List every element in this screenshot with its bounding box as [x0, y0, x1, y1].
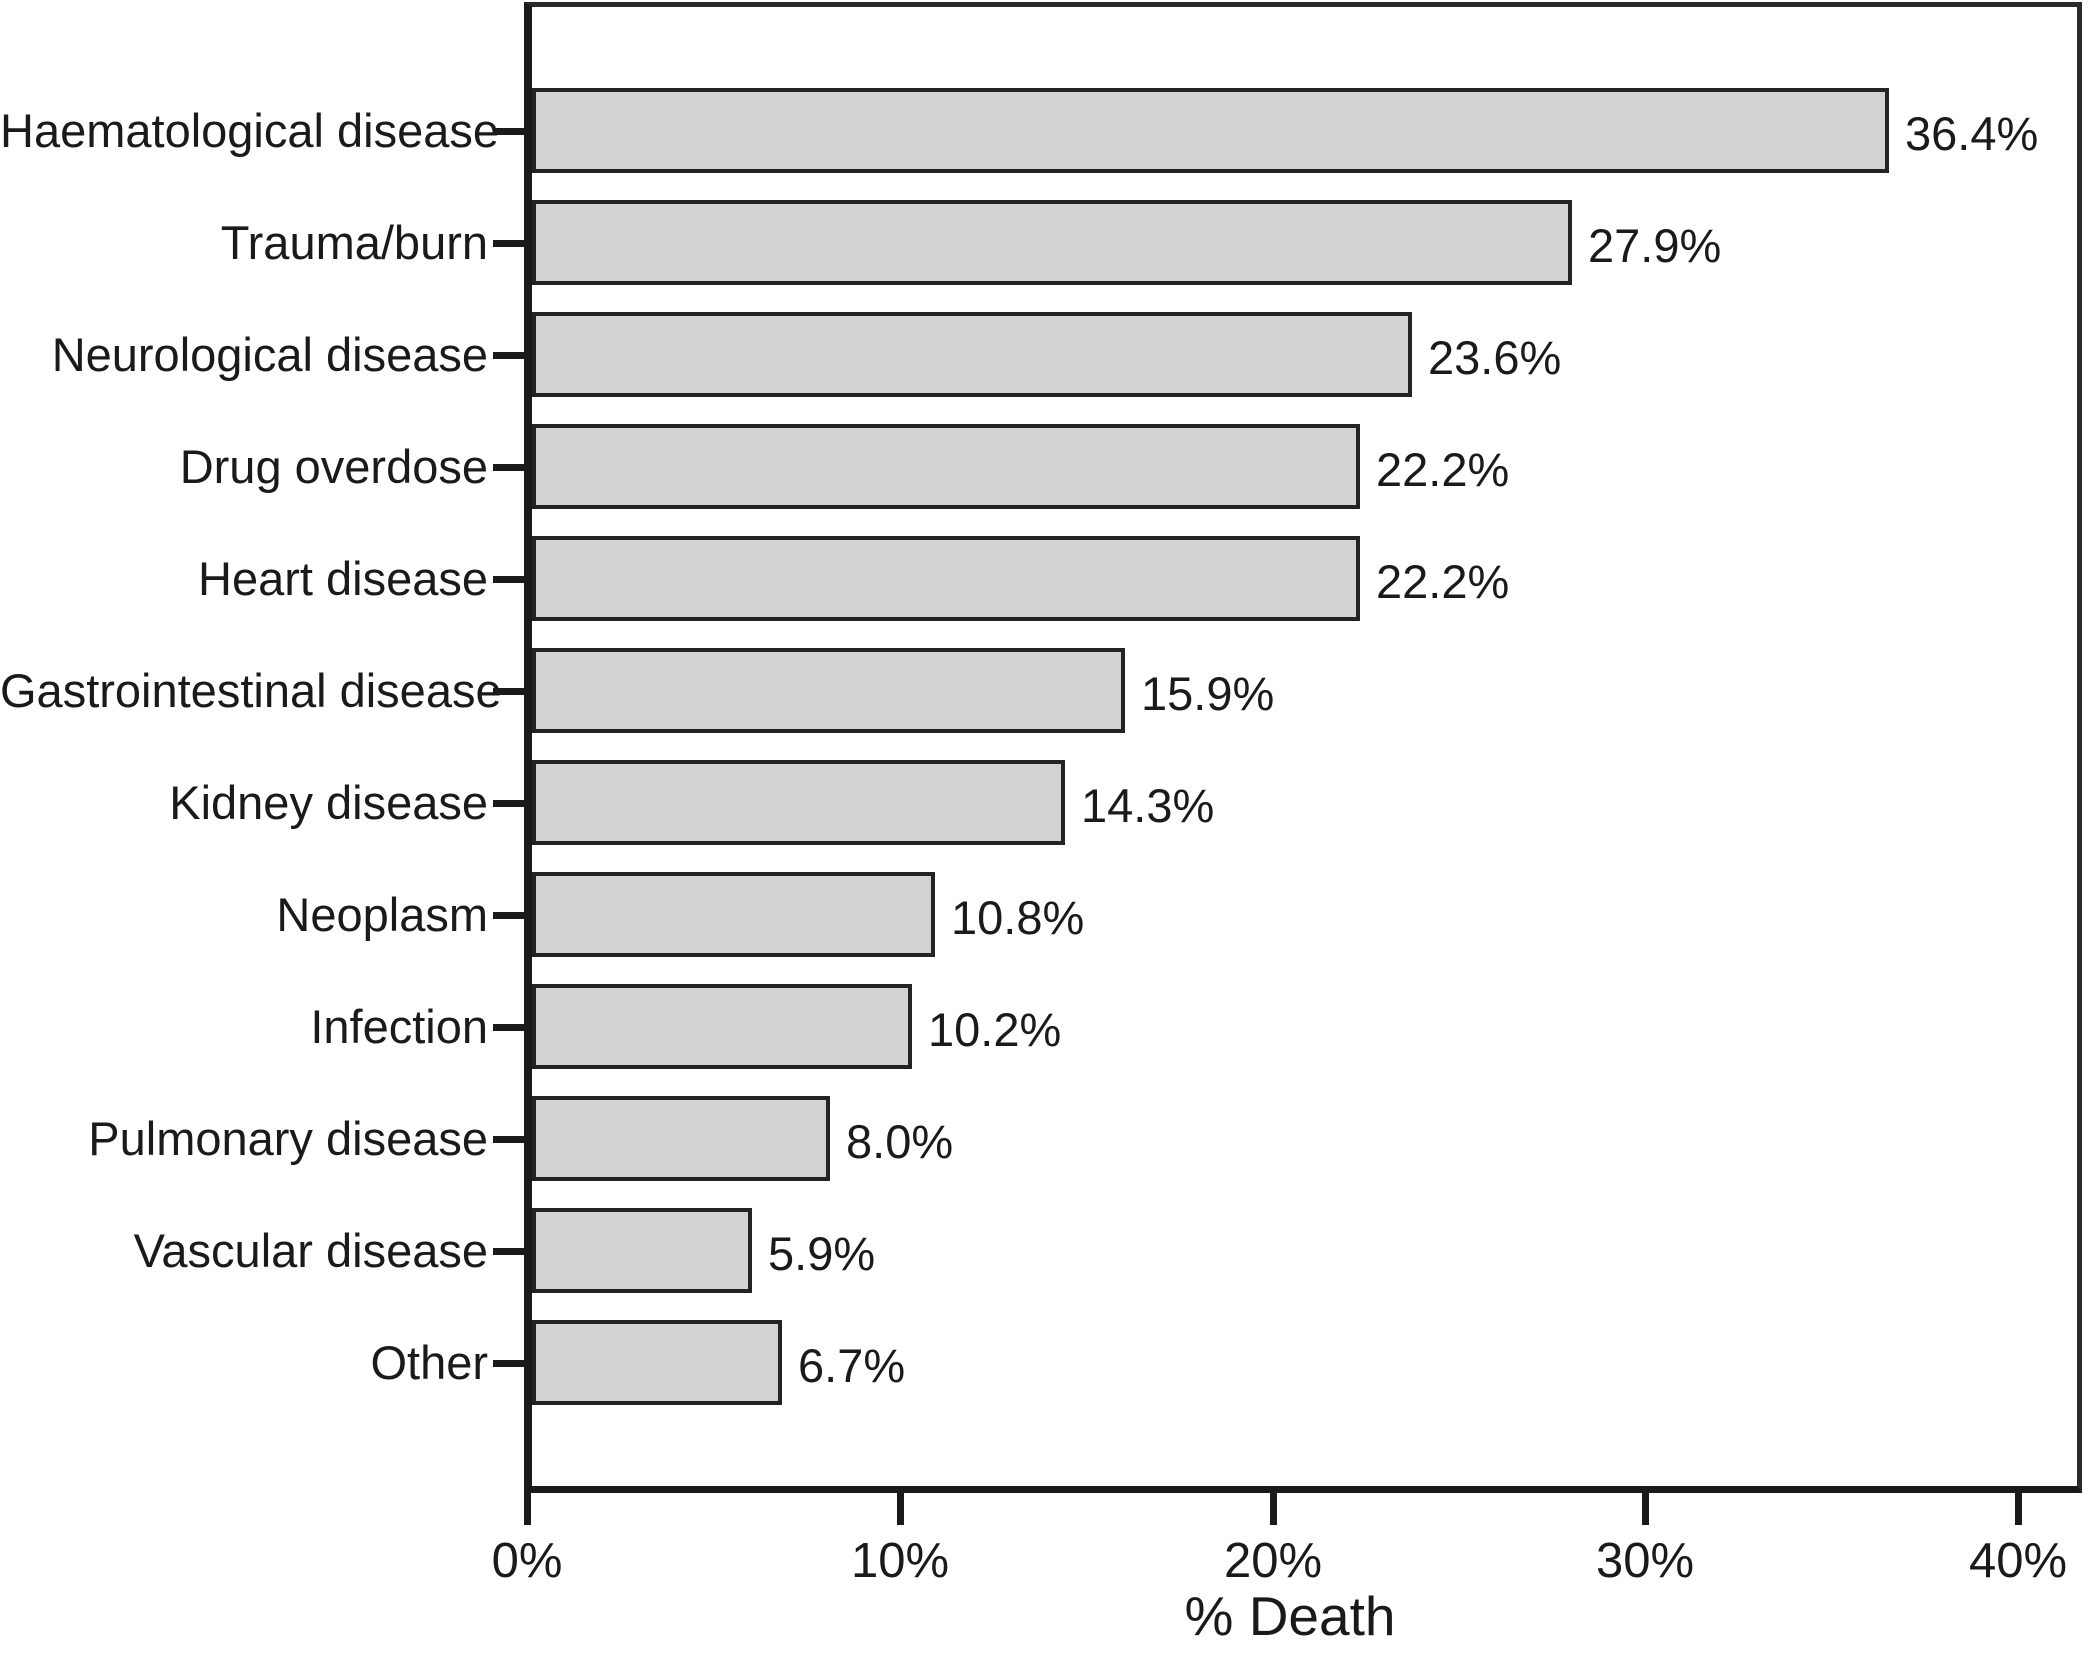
category-label: Drug overdose	[179, 440, 488, 493]
category-label: Vascular disease	[133, 1224, 488, 1277]
plot-area	[524, 2, 2082, 1493]
bar	[532, 1320, 782, 1405]
x-axis-tick	[2015, 1492, 2022, 1525]
category-label: Kidney disease	[169, 776, 488, 829]
bar	[532, 760, 1065, 845]
x-axis-tick-label: 10%	[850, 1534, 950, 1588]
x-axis-title: % Death	[1184, 1585, 1396, 1647]
value-label: 27.9%	[1588, 219, 1722, 272]
x-axis-tick-label: 30%	[1595, 1534, 1695, 1588]
bar	[532, 536, 1360, 621]
value-label: 8.0%	[846, 1115, 954, 1168]
value-label: 15.9%	[1141, 667, 1275, 720]
x-axis-tick-label: 0%	[491, 1534, 563, 1588]
y-axis-tick	[493, 240, 527, 247]
y-axis-tick	[493, 1360, 527, 1367]
x-axis-tick	[524, 1492, 531, 1525]
y-axis-tick	[493, 1024, 527, 1031]
value-label: 36.4%	[1905, 107, 2039, 160]
y-axis-tick	[493, 912, 527, 919]
value-label: 23.6%	[1428, 331, 1562, 384]
value-label: 6.7%	[798, 1339, 906, 1392]
value-label: 22.2%	[1376, 555, 1510, 608]
bar	[532, 312, 1412, 397]
x-axis-tick	[897, 1492, 904, 1525]
value-label: 22.2%	[1376, 443, 1510, 496]
y-axis-tick	[493, 576, 527, 583]
bar	[532, 424, 1360, 509]
x-axis-tick-label: 40%	[1968, 1534, 2068, 1588]
bar	[532, 88, 1889, 173]
bar	[532, 1096, 830, 1181]
y-axis-tick	[493, 688, 527, 695]
value-label: 10.2%	[928, 1003, 1062, 1056]
category-label: Haematological disease	[0, 104, 500, 157]
bar	[532, 872, 935, 957]
y-axis-tick	[493, 1248, 527, 1255]
bar	[532, 200, 1572, 285]
category-label: Heart disease	[198, 552, 488, 605]
y-axis-tick	[493, 128, 527, 135]
category-label: Pulmonary disease	[88, 1112, 488, 1165]
bar	[532, 648, 1125, 733]
bar	[532, 1208, 752, 1293]
category-label: Neurological disease	[51, 328, 488, 381]
bar	[532, 984, 912, 1069]
value-label: 5.9%	[768, 1227, 876, 1280]
y-axis-tick	[493, 464, 527, 471]
category-label: Other	[370, 1336, 488, 1389]
x-axis-tick	[1270, 1492, 1277, 1525]
x-axis-tick	[1642, 1492, 1649, 1525]
y-axis-tick	[493, 800, 527, 807]
y-axis-tick	[493, 1136, 527, 1143]
category-label: Neoplasm	[276, 888, 488, 941]
value-label: 10.8%	[951, 891, 1085, 944]
category-label: Trauma/burn	[220, 216, 488, 269]
x-axis-tick-label: 20%	[1223, 1534, 1323, 1588]
category-label: Infection	[310, 1000, 488, 1053]
y-axis-tick	[493, 352, 527, 359]
category-label: Gastrointestinal disease	[0, 664, 502, 717]
value-label: 14.3%	[1081, 779, 1215, 832]
